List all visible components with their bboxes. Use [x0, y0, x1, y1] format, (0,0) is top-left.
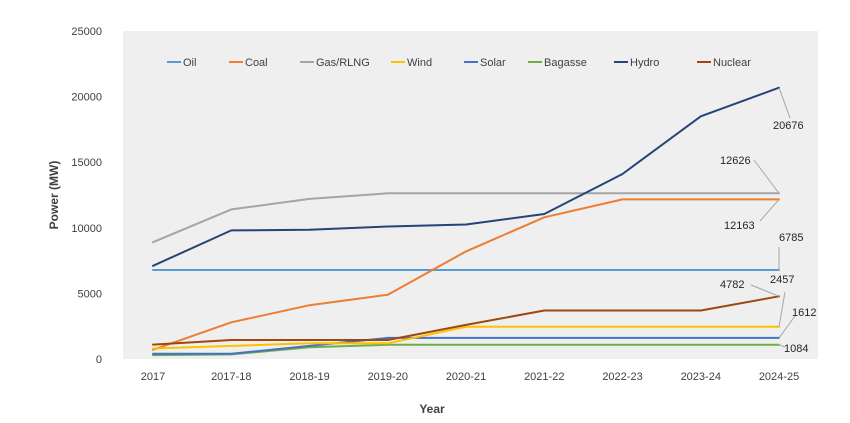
x-tick-label: 2021-22	[524, 371, 564, 383]
y-axis: 0 5000 10000 15000 20000 25000	[71, 26, 102, 366]
leader-line-gas-rlng	[753, 159, 780, 194]
x-tick-label: 2018-19	[289, 371, 329, 383]
x-axis: 2017 2017-18 2018-19 2019-20 2020-21 2021-22 2…	[141, 371, 799, 383]
leader-line-solar	[778, 315, 796, 339]
y-tick-label: 20000	[71, 92, 102, 104]
legend-item-bagasse: Bagasse	[528, 57, 587, 69]
legend-item-gas-rlng: Gas/RLNG	[300, 57, 370, 69]
x-tick-label: 2024-25	[759, 371, 799, 383]
leader-line-wind	[778, 291, 786, 327]
legend: Oil Coal Gas/RLNG Wind Solar Bagasse Hydro Nucl…	[167, 57, 751, 69]
legend-label: Bagasse	[544, 57, 587, 69]
legend-item-coal: Coal	[229, 57, 268, 69]
plot-area	[123, 31, 818, 359]
legend-label: Hydro	[630, 57, 659, 69]
x-tick-label: 2017-18	[211, 371, 251, 383]
legend-item-hydro: Hydro	[614, 57, 659, 69]
legend-label: Gas/RLNG	[316, 57, 370, 69]
data-labels: 20676 12626 12163 6785 4782 2457 1612 1084	[720, 120, 816, 355]
leader-line-hydro	[778, 87, 791, 119]
x-axis-title: Year	[419, 402, 445, 416]
data-label-coal: 12163	[724, 220, 755, 232]
series-line-coal	[152, 198, 780, 351]
series-line-hydro	[152, 86, 780, 267]
legend-label: Nuclear	[713, 57, 751, 69]
y-tick-label: 10000	[71, 223, 102, 235]
legend-item-solar: Solar	[464, 57, 506, 69]
legend-label: Solar	[480, 57, 506, 69]
y-axis-title: Power (MW)	[47, 161, 61, 230]
x-tick-label: 2023-24	[681, 371, 721, 383]
legend-label: Wind	[407, 57, 432, 69]
series-line-wind	[152, 325, 780, 350]
legend-item-wind: Wind	[391, 57, 432, 69]
leader-lines	[750, 87, 796, 348]
series-line-solar	[152, 336, 780, 355]
y-tick-label: 0	[96, 354, 102, 366]
data-label-bagasse: 1084	[784, 343, 808, 355]
legend-item-oil: Oil	[167, 57, 196, 69]
x-tick-label: 2017	[141, 371, 165, 383]
y-tick-label: 15000	[71, 157, 102, 169]
leader-line-nuclear	[750, 284, 780, 297]
y-tick-label: 5000	[78, 288, 102, 300]
data-label-oil: 6785	[779, 232, 803, 244]
series-line-nuclear	[152, 295, 780, 346]
y-tick-label: 25000	[71, 26, 102, 38]
legend-label: Oil	[183, 57, 196, 69]
leader-line-coal	[759, 199, 780, 222]
x-tick-label: 2022-23	[602, 371, 642, 383]
x-tick-label: 2020-21	[446, 371, 486, 383]
x-tick-label: 2019-20	[368, 371, 408, 383]
data-label-nuclear: 4782	[720, 279, 744, 291]
legend-item-nuclear: Nuclear	[697, 57, 751, 69]
series-line-gas-rlng	[152, 192, 780, 244]
series-layer	[152, 86, 780, 357]
leader-line-bagasse	[778, 344, 786, 348]
data-label-gas-rlng: 12626	[720, 155, 751, 167]
data-label-solar: 1612	[792, 307, 816, 319]
legend-label: Coal	[245, 57, 268, 69]
data-label-hydro: 20676	[773, 120, 804, 132]
data-label-wind: 2457	[770, 274, 794, 286]
